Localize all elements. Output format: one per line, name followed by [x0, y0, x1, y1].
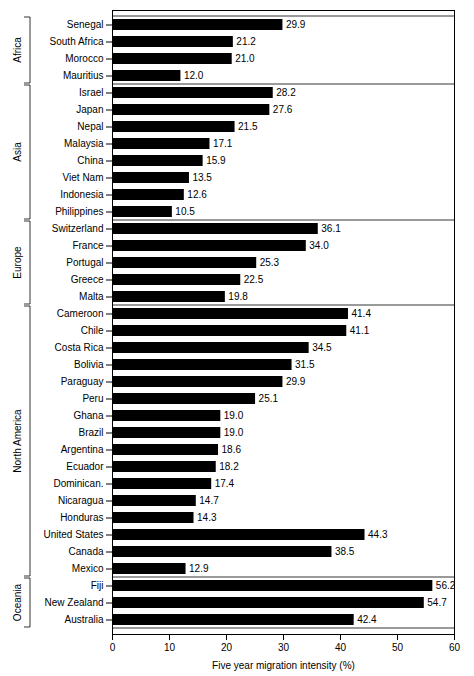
svg-text:Israel: Israel: [79, 87, 103, 98]
svg-text:15.9: 15.9: [206, 155, 226, 166]
svg-text:Brazil: Brazil: [78, 427, 103, 438]
svg-text:Cameroon: Cameroon: [57, 308, 104, 319]
svg-text:19.0: 19.0: [224, 410, 244, 421]
svg-text:Costa Rica: Costa Rica: [55, 342, 104, 353]
svg-text:Viet Nam: Viet Nam: [63, 172, 104, 183]
svg-text:31.5: 31.5: [295, 359, 315, 370]
svg-text:28.2: 28.2: [276, 87, 296, 98]
svg-text:Peru: Peru: [82, 393, 103, 404]
svg-text:North America: North America: [12, 409, 23, 473]
svg-text:12.6: 12.6: [187, 189, 207, 200]
svg-text:Australia: Australia: [65, 614, 104, 625]
svg-text:22.5: 22.5: [244, 274, 264, 285]
svg-text:19.8: 19.8: [228, 291, 248, 302]
svg-text:54.7: 54.7: [427, 597, 447, 608]
svg-text:Chile: Chile: [81, 325, 104, 336]
svg-text:Portugal: Portugal: [66, 257, 103, 268]
svg-text:Malaysia: Malaysia: [64, 138, 104, 149]
svg-text:36.1: 36.1: [321, 223, 341, 234]
svg-text:29.9: 29.9: [286, 376, 306, 387]
svg-text:34.0: 34.0: [309, 240, 329, 251]
svg-text:27.6: 27.6: [273, 104, 293, 115]
svg-text:25.1: 25.1: [259, 393, 279, 404]
svg-text:Bolivia: Bolivia: [74, 359, 104, 370]
svg-text:Philippines: Philippines: [55, 206, 103, 217]
svg-text:56.2: 56.2: [436, 580, 456, 591]
svg-text:Malta: Malta: [79, 291, 104, 302]
svg-text:France: France: [72, 240, 104, 251]
svg-text:Dominican.: Dominican.: [53, 478, 103, 489]
svg-text:Europe: Europe: [12, 246, 23, 279]
svg-text:19.0: 19.0: [224, 427, 244, 438]
svg-text:Switzerland: Switzerland: [52, 223, 104, 234]
svg-text:18.2: 18.2: [219, 461, 239, 472]
svg-text:Ghana: Ghana: [73, 410, 103, 421]
svg-text:17.1: 17.1: [213, 138, 233, 149]
svg-text:United States: United States: [43, 529, 103, 540]
svg-text:44.3: 44.3: [368, 529, 388, 540]
svg-text:Five year migration intensity: Five year migration intensity (%): [212, 660, 355, 671]
svg-text:Indonesia: Indonesia: [60, 189, 104, 200]
svg-text:Canada: Canada: [68, 546, 103, 557]
svg-text:Paraguay: Paraguay: [61, 376, 104, 387]
svg-text:Mauritius: Mauritius: [63, 70, 104, 81]
svg-text:Fiji: Fiji: [91, 580, 104, 591]
svg-text:South Africa: South Africa: [50, 36, 104, 47]
svg-text:21.2: 21.2: [236, 36, 256, 47]
svg-text:20: 20: [221, 642, 233, 653]
svg-text:10: 10: [164, 642, 176, 653]
svg-text:Honduras: Honduras: [60, 512, 103, 523]
svg-text:18.6: 18.6: [222, 444, 242, 455]
svg-text:Morocco: Morocco: [65, 53, 104, 64]
svg-text:29.9: 29.9: [286, 19, 306, 30]
svg-text:40: 40: [335, 642, 347, 653]
svg-text:Argentina: Argentina: [61, 444, 104, 455]
svg-text:0: 0: [110, 642, 116, 653]
svg-text:41.1: 41.1: [350, 325, 370, 336]
svg-text:Oceania: Oceania: [12, 583, 23, 621]
svg-text:Ecuador: Ecuador: [66, 461, 104, 472]
svg-text:12.9: 12.9: [189, 563, 209, 574]
svg-text:21.5: 21.5: [238, 121, 258, 132]
svg-text:14.3: 14.3: [197, 512, 217, 523]
svg-text:Greece: Greece: [71, 274, 104, 285]
svg-text:10.5: 10.5: [175, 206, 195, 217]
svg-text:Nicaragua: Nicaragua: [58, 495, 104, 506]
svg-text:Senegal: Senegal: [67, 19, 104, 30]
svg-text:14.7: 14.7: [199, 495, 219, 506]
svg-text:Nepal: Nepal: [77, 121, 103, 132]
svg-text:12.0: 12.0: [184, 70, 204, 81]
svg-text:New Zealand: New Zealand: [45, 597, 104, 608]
svg-text:38.5: 38.5: [335, 546, 355, 557]
svg-text:China: China: [77, 155, 104, 166]
svg-text:Africa: Africa: [12, 37, 23, 63]
svg-text:17.4: 17.4: [215, 478, 235, 489]
svg-text:25.3: 25.3: [260, 257, 280, 268]
svg-text:13.5: 13.5: [192, 172, 212, 183]
svg-text:30: 30: [278, 642, 290, 653]
svg-text:60: 60: [449, 642, 461, 653]
svg-text:21.0: 21.0: [235, 53, 255, 64]
svg-text:Japan: Japan: [76, 104, 103, 115]
svg-text:Asia: Asia: [12, 142, 23, 162]
svg-text:41.4: 41.4: [351, 308, 371, 319]
svg-text:42.4: 42.4: [357, 614, 377, 625]
svg-text:50: 50: [392, 642, 404, 653]
svg-text:34.5: 34.5: [312, 342, 332, 353]
svg-text:Mexico: Mexico: [72, 563, 104, 574]
